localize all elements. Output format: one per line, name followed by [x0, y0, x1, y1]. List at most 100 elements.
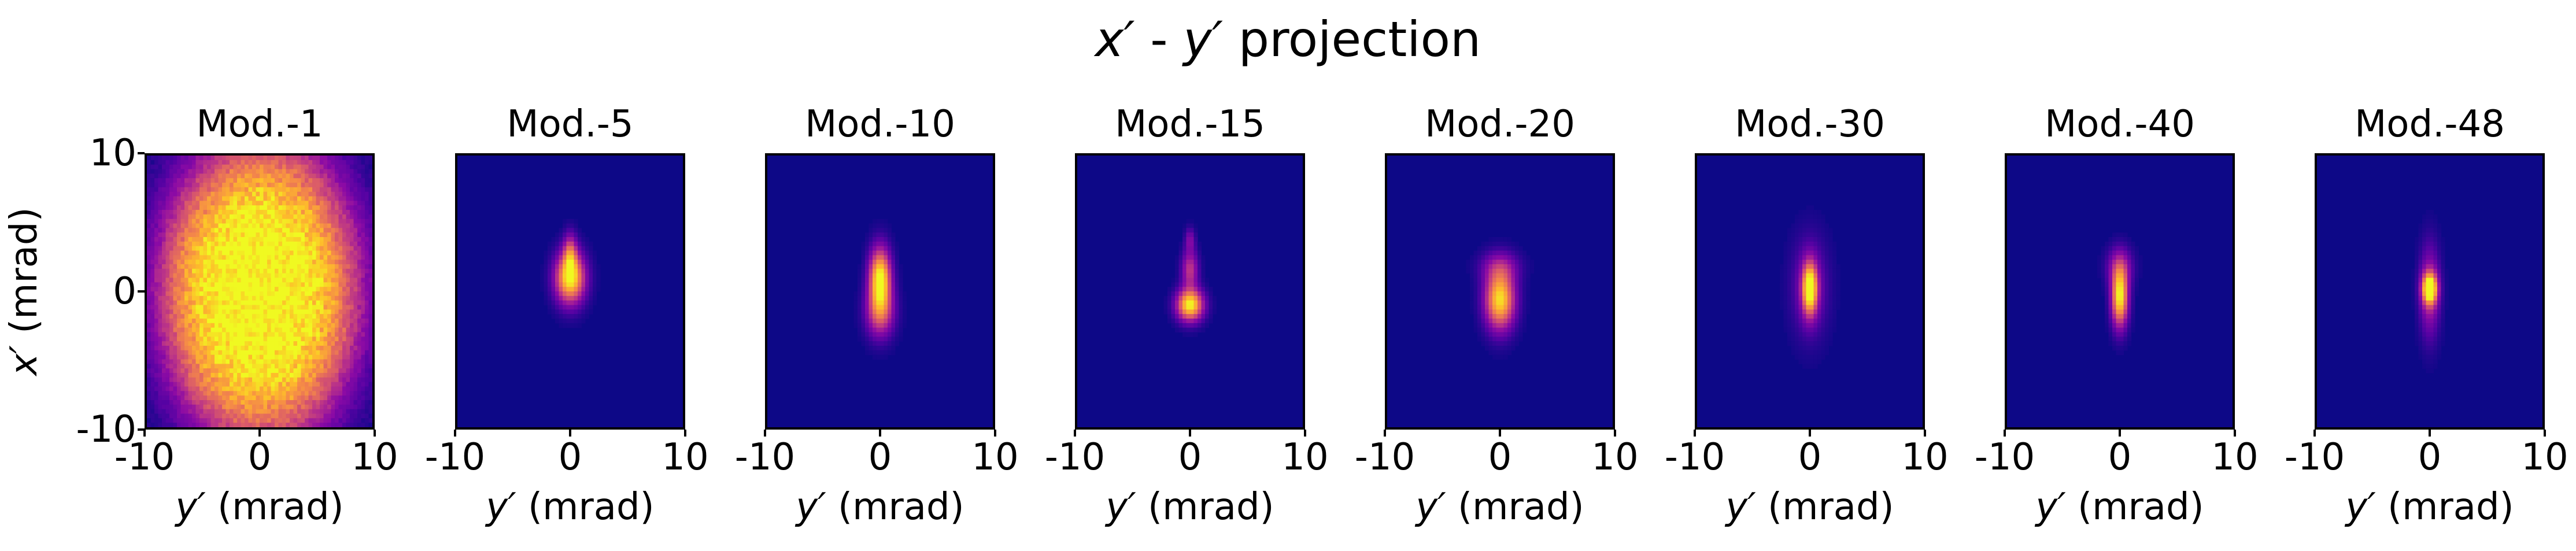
heatmap-cell — [195, 364, 200, 369]
heatmap-cell — [1798, 241, 1803, 247]
heatmap-cell — [263, 309, 268, 315]
heatmap-cell — [241, 341, 245, 346]
heatmap-cell — [158, 291, 162, 297]
heatmap-cell — [256, 241, 260, 247]
heatmap-cell — [357, 319, 362, 324]
heatmap-cell — [338, 373, 343, 378]
heatmap-cell — [271, 237, 275, 242]
heatmap-cell — [215, 386, 219, 391]
heatmap-cell — [260, 260, 264, 265]
heatmap-cell — [884, 250, 888, 256]
heatmap-cell — [274, 309, 279, 315]
heatmap-cell — [282, 173, 287, 179]
heatmap-cell — [544, 300, 548, 306]
heatmap-cell — [252, 413, 257, 419]
heatmap-cell — [342, 201, 347, 206]
heatmap-cell — [180, 418, 185, 423]
heatmap-cell — [177, 246, 182, 252]
heatmap-cell — [350, 223, 354, 228]
heatmap-cell — [215, 395, 219, 401]
heatmap-cell — [180, 336, 185, 342]
heatmap-cell — [290, 156, 294, 161]
heatmap-cell — [218, 196, 223, 201]
heatmap-cell — [1511, 319, 1516, 324]
heatmap-cell — [1798, 237, 1803, 242]
heatmap-cell — [1167, 295, 1172, 301]
heatmap-cell — [297, 228, 302, 233]
heatmap-cell — [308, 314, 313, 319]
heatmap-cell — [233, 354, 238, 360]
heatmap-cell — [357, 423, 362, 427]
heatmap-cell — [297, 368, 302, 374]
heatmap-cell — [865, 268, 870, 274]
heatmap-cell — [559, 260, 563, 265]
heatmap-cell — [158, 395, 162, 401]
heatmap-cell — [312, 364, 317, 369]
heatmap-cell — [206, 241, 212, 247]
heatmap-cell — [184, 373, 189, 378]
heatmap-cell — [1171, 295, 1176, 301]
heatmap-cell — [248, 359, 253, 364]
heatmap-cell — [350, 183, 354, 188]
heatmap-cell — [256, 187, 260, 193]
heatmap-cell — [203, 404, 208, 410]
heatmap-cell — [271, 314, 275, 319]
heatmap-cell — [252, 278, 257, 283]
heatmap-cell — [154, 323, 159, 328]
heatmap-cell — [161, 323, 167, 328]
heatmap-cell — [150, 336, 155, 342]
heatmap-cell — [286, 354, 290, 360]
heatmap-cell — [282, 413, 287, 419]
heatmap-cell — [158, 268, 162, 274]
heatmap-cell — [154, 404, 159, 410]
heatmap-cell — [868, 241, 873, 247]
heatmap-cell — [880, 332, 885, 337]
heatmap-cell — [222, 354, 227, 360]
heatmap-cell — [173, 350, 178, 356]
heatmap-cell — [316, 187, 320, 193]
heatmap-cell — [316, 359, 320, 364]
heatmap-cell — [301, 196, 305, 201]
heatmap-cell — [342, 354, 347, 360]
heatmap-cell — [199, 173, 204, 179]
heatmap-cell — [368, 341, 372, 346]
heatmap-cell — [297, 305, 302, 310]
heatmap-cell — [286, 350, 290, 356]
heatmap-cell — [1500, 332, 1505, 337]
heatmap-cell — [290, 278, 294, 283]
heatmap-cell — [353, 309, 358, 315]
heatmap-cell — [229, 346, 234, 351]
heatmap-cell — [297, 196, 302, 201]
heatmap-cell — [147, 246, 151, 252]
heatmap-cell — [353, 246, 358, 252]
heatmap-cell — [210, 300, 215, 306]
heatmap-cell — [316, 291, 320, 297]
heatmap-cell — [229, 327, 234, 333]
heatmap-cell — [342, 359, 347, 364]
heatmap-cell — [323, 350, 328, 356]
heatmap-cell — [192, 223, 197, 228]
heatmap-cell — [154, 423, 159, 427]
heatmap-cell — [282, 341, 287, 346]
heatmap-cell — [1802, 219, 1807, 224]
heatmap-cell — [1795, 237, 1799, 242]
heatmap-cell — [891, 305, 896, 310]
heatmap-cell — [562, 314, 567, 319]
heatmap-cell — [1171, 282, 1176, 287]
heatmap-cell — [301, 341, 305, 346]
heatmap-cell — [364, 373, 369, 378]
heatmap-cell — [237, 395, 242, 401]
heatmap-cell — [301, 305, 305, 310]
heatmap-cell — [899, 278, 903, 283]
heatmap-cell — [1198, 246, 1202, 252]
heatmap-cell — [589, 300, 593, 306]
heatmap-cell — [293, 260, 298, 265]
heatmap-cell — [290, 237, 294, 242]
heatmap-cell — [233, 319, 238, 324]
heatmap-cell — [566, 278, 571, 283]
heatmap-cell — [150, 160, 155, 165]
heatmap-cell — [316, 423, 320, 427]
panel-mod-5: Mod.-5 -10 0 10 y′ (mrad) — [425, 103, 709, 528]
heatmap-cell — [342, 409, 347, 415]
heatmap-cell — [260, 368, 264, 374]
